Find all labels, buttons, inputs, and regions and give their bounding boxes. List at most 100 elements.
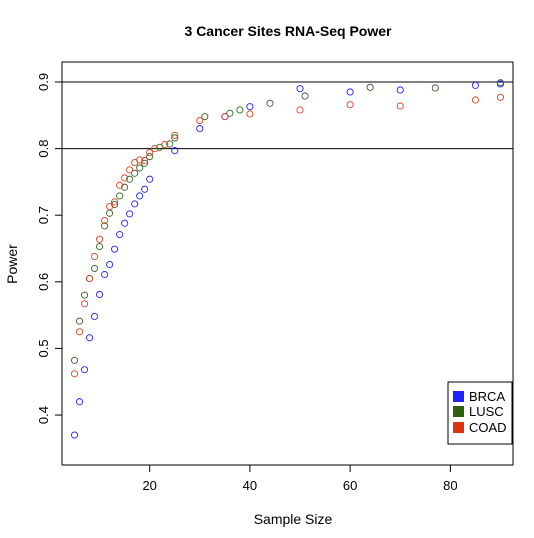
data-point-lusc [496,79,505,87]
data-point-coad [136,156,144,164]
data-point-brca [396,86,404,94]
data-point-brca [116,230,124,239]
plot-area-frame [61,61,514,466]
data-point-coad [101,216,109,225]
data-point-brca [346,88,354,96]
data-point-brca [131,200,139,208]
data-point-brca [141,185,149,193]
data-point-lusc [146,153,154,161]
data-point-coad [146,149,154,157]
x-axis-label: Sample Size [254,511,333,527]
data-point-coad [111,198,119,206]
data-point-lusc [366,83,374,91]
data-point-coad [196,117,204,125]
data-point-brca [471,81,479,89]
data-point-brca [70,431,79,439]
legend-label-lusc: LUSC [469,404,504,419]
x-tick-label: 60 [343,478,357,493]
data-point-lusc [131,169,139,177]
data-point-coad [70,370,79,378]
data-point-lusc [81,291,89,299]
data-point-brca [171,147,179,155]
data-point-lusc [171,134,179,142]
y-axis-label: Power [4,244,20,284]
y-tick-label: 0.6 [36,273,51,291]
data-point-brca [111,245,119,253]
legend: BRCA LUSC COAD [447,381,513,445]
data-point-lusc [106,209,114,217]
data-point-brca [196,125,204,133]
y-axis: 0.4 0.5 0.6 0.7 0.8 0.9 [36,73,62,424]
data-point-lusc [96,242,104,251]
data-point-brca [146,175,154,183]
x-tick-label: 20 [142,478,156,493]
data-point-coad [496,93,505,101]
y-tick-label: 0.9 [36,73,51,91]
x-tick-label: 40 [243,478,257,493]
data-point-coad [221,113,229,121]
data-points [70,79,505,439]
data-point-coad [246,110,254,118]
legend-label-coad: COAD [469,420,507,435]
data-point-lusc [226,109,234,117]
data-point-coad [141,157,149,165]
data-point-brca [101,270,109,279]
data-point-brca [246,103,254,111]
data-point-coad [81,300,89,308]
data-point-coad [106,202,114,211]
data-point-coad [471,96,479,104]
data-point-coad [126,166,134,174]
data-point-lusc [266,99,274,107]
data-point-lusc [116,192,124,200]
data-point-lusc [70,356,79,364]
data-point-lusc [236,106,244,114]
data-point-lusc [136,164,144,172]
data-point-lusc [126,175,134,183]
data-point-brca [75,398,84,406]
data-point-coad [121,174,129,182]
data-point-brca [121,219,129,227]
data-point-lusc [201,113,209,121]
data-point-coad [96,235,104,243]
chart-title: 3 Cancer Sites RNA-Seq Power [185,23,393,39]
y-tick-label: 0.7 [36,206,51,224]
data-point-coad [346,101,354,109]
data-point-brca [81,366,89,374]
data-point-lusc [431,84,439,92]
data-point-lusc [91,264,99,273]
data-point-brca [136,192,144,200]
data-point-brca [106,260,114,269]
data-point-lusc [141,159,149,167]
legend-swatch-coad [453,422,464,433]
data-point-lusc [101,222,109,230]
reference-lines [62,81,513,150]
data-point-lusc [301,92,309,100]
data-point-coad [161,141,169,149]
data-point-brca [86,334,94,342]
data-point-coad [86,274,94,283]
data-point-lusc [166,140,174,148]
data-point-lusc [121,183,129,191]
x-tick-label: 80 [443,478,457,493]
legend-label-brca: BRCA [469,389,505,404]
data-point-brca [91,312,99,321]
x-axis: 20 40 60 80 [142,465,458,493]
data-point-coad [171,131,179,139]
data-point-brca [126,210,134,218]
legend-swatch-brca [453,391,464,402]
data-point-coad [396,102,404,110]
data-point-coad [91,252,99,261]
data-point-coad [151,145,159,153]
data-point-lusc [111,200,119,209]
y-tick-label: 0.4 [36,406,51,424]
legend-swatch-lusc [453,406,464,417]
y-tick-label: 0.8 [36,140,51,158]
data-point-coad [75,328,84,336]
data-point-brca [96,290,104,299]
y-tick-label: 0.5 [36,339,51,357]
data-point-brca [296,85,304,93]
data-point-coad [296,106,304,114]
data-point-lusc [75,317,84,325]
data-point-coad [116,181,124,189]
